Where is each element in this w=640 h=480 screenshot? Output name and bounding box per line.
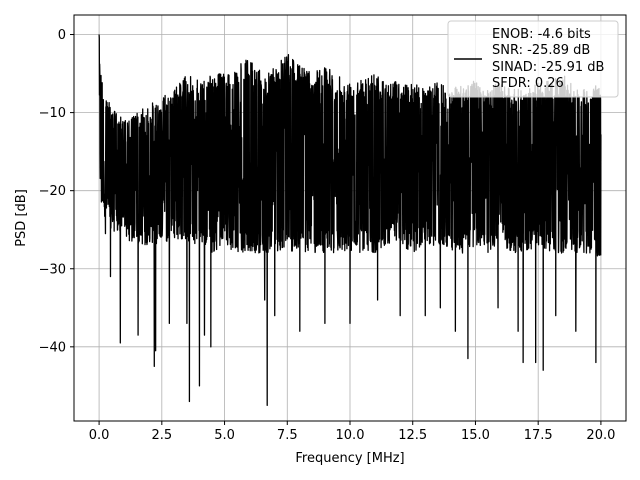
- x-tick-label: 17.5: [524, 428, 553, 443]
- y-tick-label: −20: [39, 184, 66, 199]
- y-axis-ticks: 0 −10 −20 −30 −40: [39, 28, 74, 355]
- psd-series-line: [98, 34, 602, 407]
- x-tick-label: 12.5: [398, 428, 427, 443]
- legend-line-sinad: SINAD: -25.91 dB: [492, 60, 604, 75]
- x-tick-label: 15.0: [461, 428, 490, 443]
- x-tick-label: 20.0: [586, 428, 615, 443]
- x-tick-label: 7.5: [277, 428, 298, 443]
- plot-area: [98, 34, 602, 407]
- y-tick-label: −30: [39, 262, 66, 277]
- legend-line-enob: ENOB: -4.6 bits: [492, 27, 591, 42]
- legend: ENOB: -4.6 bits SNR: -25.89 dB SINAD: -2…: [447, 20, 619, 98]
- y-tick-label: 0: [58, 28, 66, 43]
- x-axis-ticks: 0.0 2.5 5.0 7.5 10.0 12.5 15.0 17.5 20.0: [89, 421, 615, 443]
- x-tick-label: 5.0: [214, 428, 235, 443]
- y-axis-label: PSD [dB]: [14, 189, 29, 247]
- x-tick-label: 2.5: [151, 428, 172, 443]
- x-tick-label: 10.0: [336, 428, 365, 443]
- y-tick-label: −40: [39, 340, 66, 355]
- legend-line-sfdr: SFDR: 0.26: [492, 76, 564, 91]
- x-axis-label: Frequency [MHz]: [295, 451, 404, 466]
- y-tick-label: −10: [39, 106, 66, 121]
- legend-line-snr: SNR: -25.89 dB: [492, 43, 590, 58]
- legend-box: [447, 20, 619, 98]
- x-tick-label: 0.0: [89, 428, 110, 443]
